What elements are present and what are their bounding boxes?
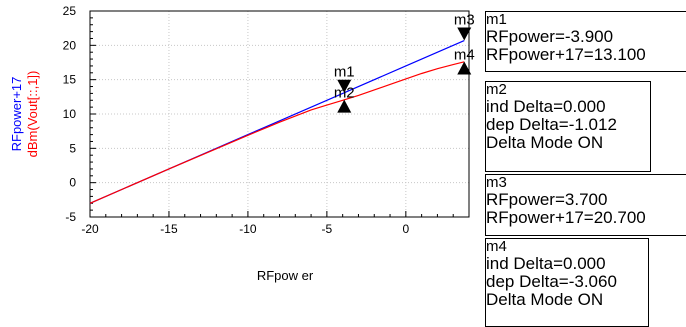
marker-m3-label: m3 <box>454 12 475 29</box>
marker-box-m2: m2 ind Delta=0.000 dep Delta=-1.012 Delt… <box>485 81 651 172</box>
x-tick-label: -10 <box>239 222 257 236</box>
marker-m3-triangle <box>457 27 472 41</box>
x-tick-label: 0 <box>402 222 409 236</box>
marker-m2-label: m2 <box>334 85 355 102</box>
marker-box-line: Delta Mode ON <box>486 290 604 309</box>
marker-box-title: m1 <box>486 11 507 28</box>
y-axis-label-vout: dBm(Vout[::,1]) <box>25 71 40 158</box>
x-tick-label: -5 <box>322 222 333 236</box>
marker-box-m4: m4 ind Delta=0.000 dep Delta=-3.060 Delt… <box>485 238 649 327</box>
marker-m1-triangle <box>337 79 352 93</box>
marker-box-line: Delta Mode ON <box>486 133 604 152</box>
marker-box-title: m2 <box>486 81 507 98</box>
y-tick-label: 20 <box>63 38 77 52</box>
marker-box-title: m4 <box>486 238 507 255</box>
y-tick-label: 10 <box>63 107 77 121</box>
y-tick-label: -5 <box>65 210 76 224</box>
marker-box-line: dep Delta=-3.060 <box>486 272 617 291</box>
marker-box-line: ind Delta=0.000 <box>486 254 606 273</box>
marker-box-title: m3 <box>486 174 507 191</box>
marker-box-line: dep Delta=-1.012 <box>486 115 617 134</box>
marker-m2-triangle <box>337 99 352 113</box>
marker-m1-label: m1 <box>334 64 355 81</box>
axis-ticks: -20 -15 -10 -5 0 -5 0 5 10 15 20 25 <box>63 4 470 236</box>
y-axis-label-rfpower: RFpower+17 <box>9 77 24 152</box>
series-line-vout <box>89 61 465 204</box>
marker-box-m1: m1 RFpower=-3.900 RFpower+17=13.100 <box>485 11 686 72</box>
marker-box-line: RFpower+17=13.100 <box>486 45 646 64</box>
marker-m4-label: m4 <box>454 47 475 64</box>
series-layer <box>89 39 465 204</box>
y-tick-label: 5 <box>69 141 76 155</box>
marker-box-m3: m3 RFpower=3.700 RFpower+17=20.700 <box>485 174 686 236</box>
x-tick-label: -20 <box>81 222 99 236</box>
marker-box-line: RFpower=-3.900 <box>486 27 614 46</box>
y-tick-label: 25 <box>63 4 77 18</box>
grid-layer <box>90 11 469 217</box>
marker-m4-triangle <box>457 61 472 75</box>
marker-box-line: RFpower+17=20.700 <box>486 208 646 227</box>
marker-box-line: RFpower=3.700 <box>486 190 608 209</box>
marker-box-line: ind Delta=0.000 <box>486 97 606 116</box>
y-tick-label: 0 <box>69 176 76 190</box>
marker-layer: m1 m2 m3 m4 <box>334 12 475 113</box>
y-tick-label: 15 <box>63 73 77 87</box>
x-tick-label: -15 <box>160 222 178 236</box>
x-axis-label: RFpow er <box>257 268 314 283</box>
